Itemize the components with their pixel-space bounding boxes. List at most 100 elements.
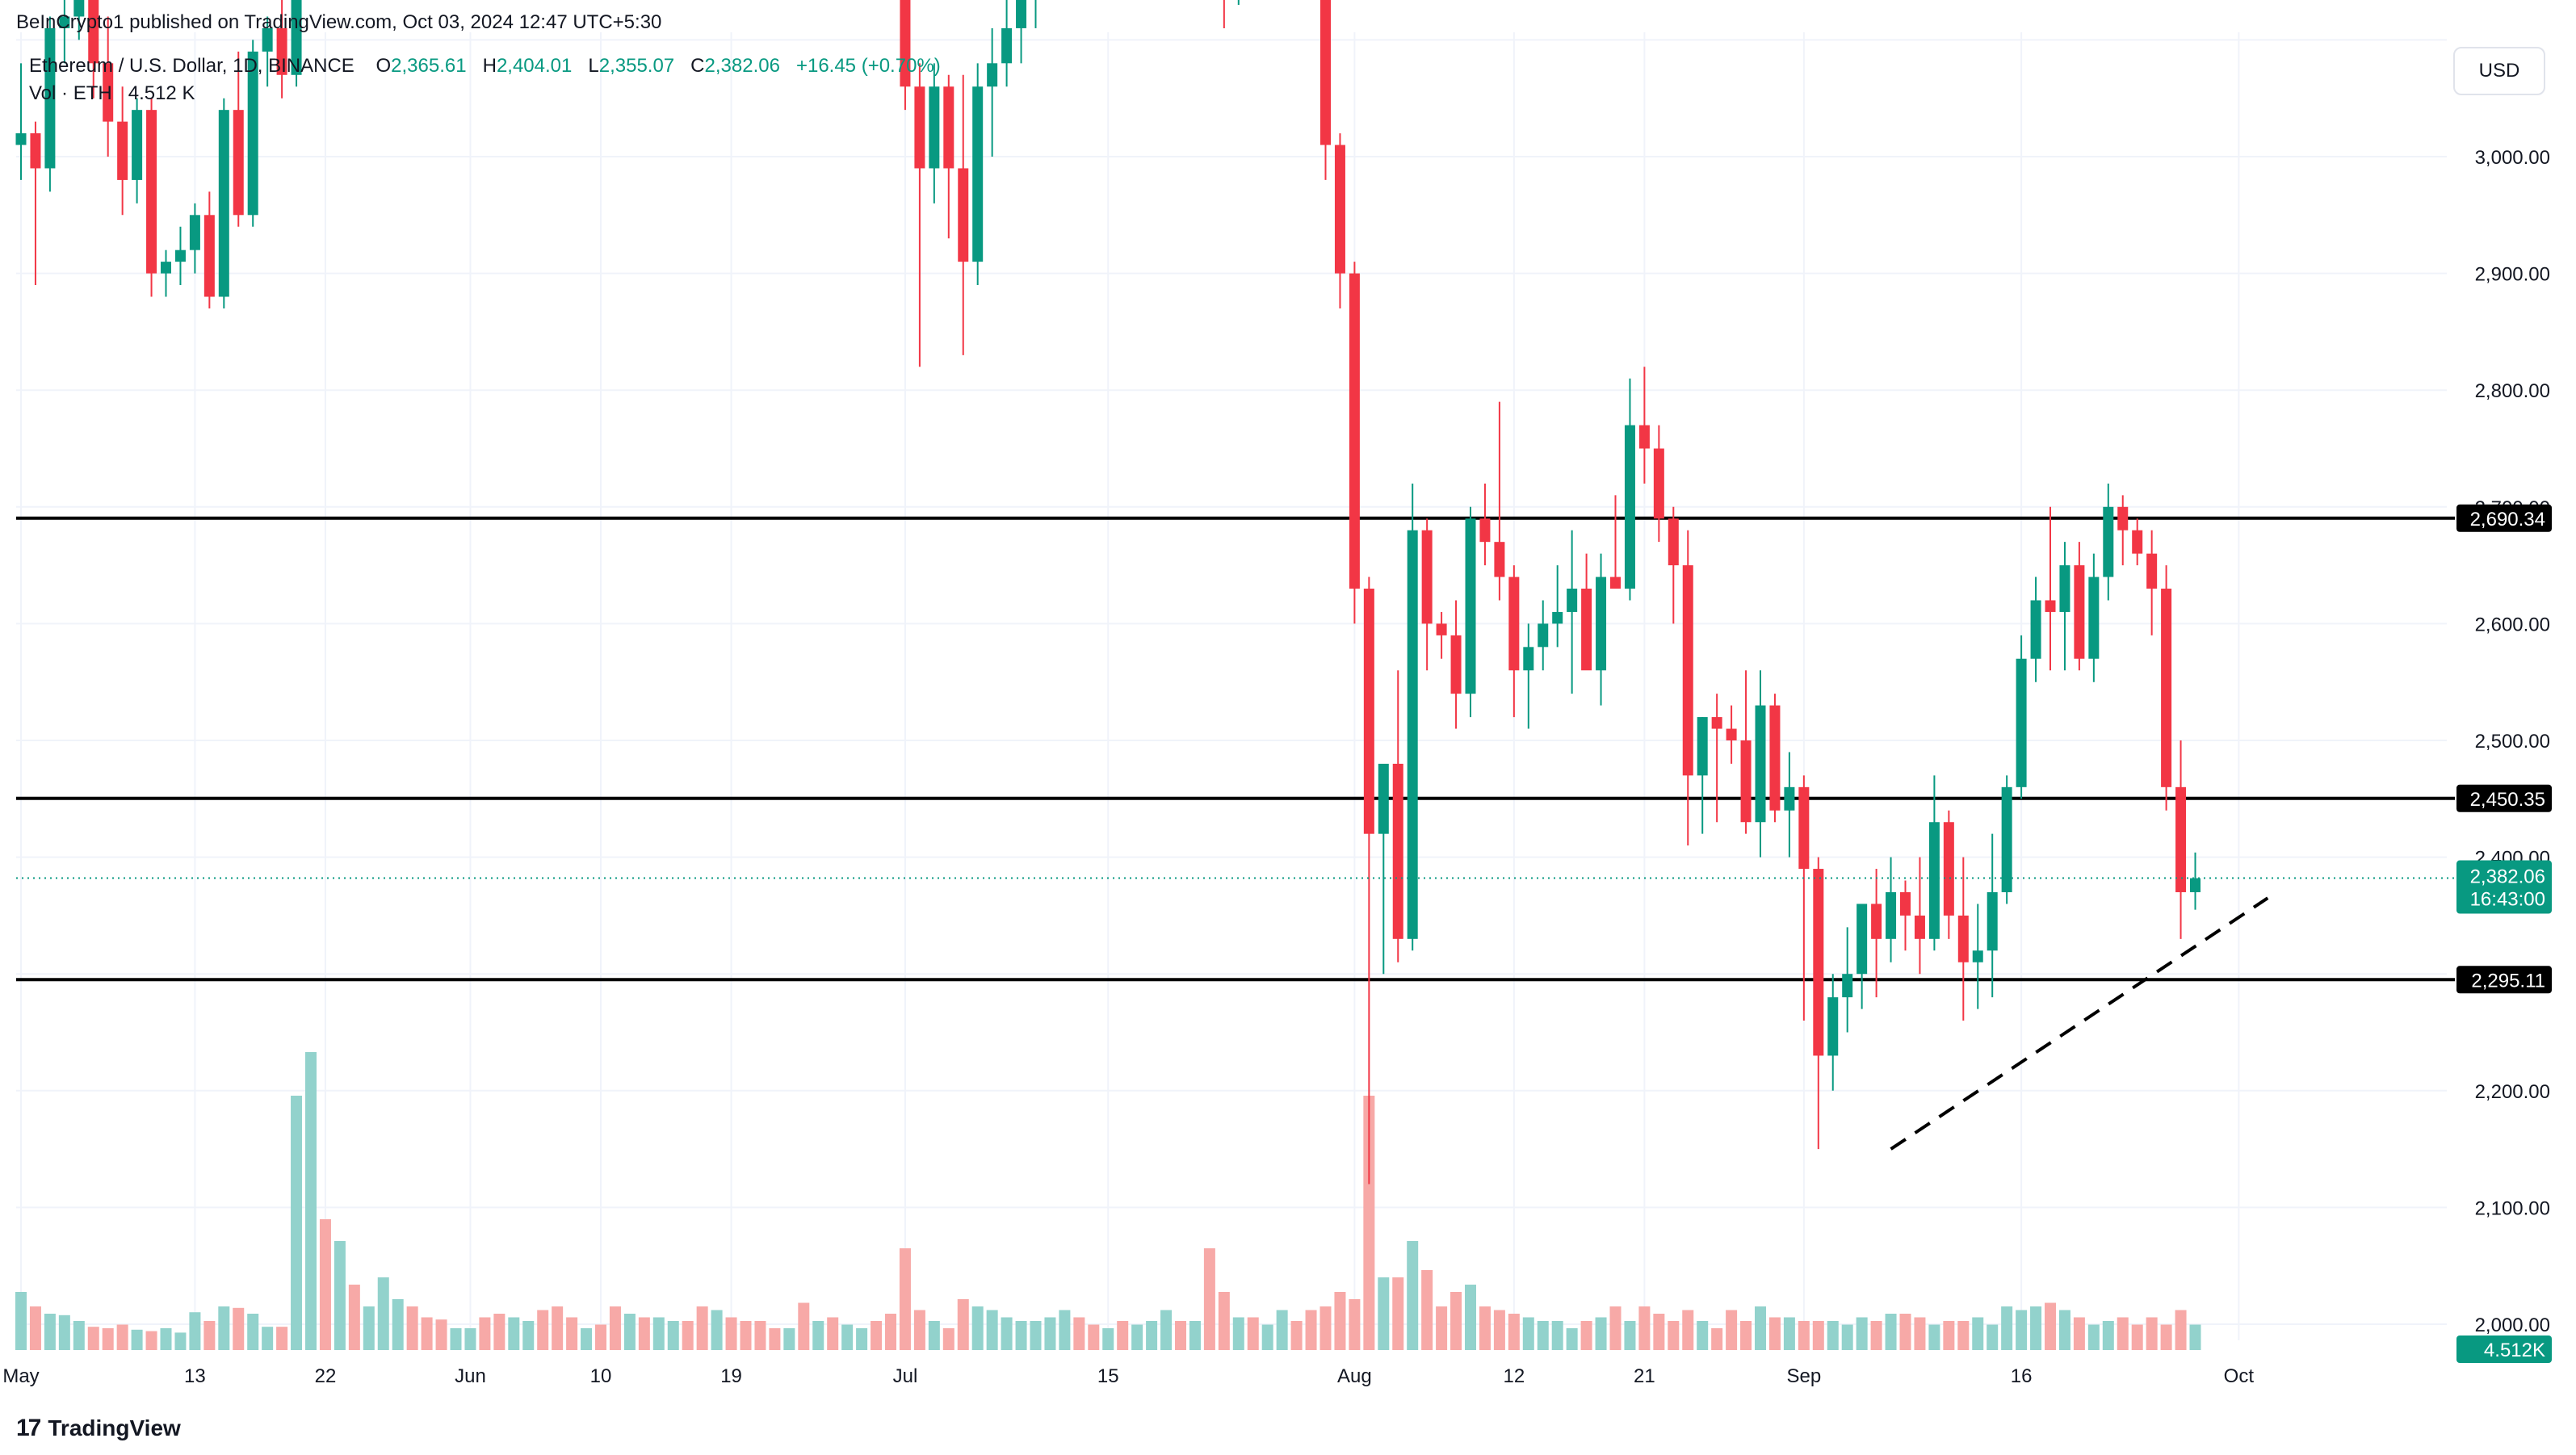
volume-bar	[1668, 1321, 1680, 1350]
volume-bar	[1783, 1317, 1795, 1350]
x-tick-label: 21	[1634, 1365, 1655, 1387]
volume-bar	[102, 1328, 114, 1350]
tradingview-brand[interactable]: 17 TradingView	[16, 1415, 181, 1442]
volume-bar	[1349, 1299, 1361, 1350]
candle-body	[1914, 915, 1925, 939]
volume-bar	[986, 1310, 998, 1350]
candle-body	[203, 215, 215, 297]
candle-body	[1624, 425, 1635, 589]
change-value: +16.45 (+0.70%)	[795, 55, 941, 77]
level-price-tag	[2456, 966, 2552, 994]
volume-bar	[479, 1317, 491, 1350]
volume-bar	[1407, 1241, 1419, 1350]
candle-body	[2103, 506, 2114, 577]
volume-bar	[1131, 1324, 1143, 1350]
volume-bar	[1682, 1310, 1694, 1350]
volume-bar	[1290, 1321, 1303, 1350]
candle-body	[174, 249, 186, 262]
volume-bar	[1812, 1321, 1824, 1350]
volume-bar	[537, 1310, 549, 1350]
volume-bar	[15, 1292, 27, 1350]
volume-bar	[928, 1321, 940, 1350]
low-label: L	[588, 55, 599, 77]
volume-bar	[1421, 1270, 1433, 1350]
volume-bar	[1987, 1324, 1999, 1350]
support-trendline	[1890, 896, 2269, 1151]
y-tick-label: 2,000.00	[2475, 1315, 2550, 1336]
candle-body	[1538, 623, 1549, 648]
publisher-line: BeInCrypto1 published on TradingView.com…	[16, 11, 662, 33]
volume-bar	[971, 1306, 984, 1350]
level-price-label: 2,690.34	[2470, 509, 2545, 530]
volume-bar	[623, 1314, 636, 1350]
volume-bar	[203, 1321, 216, 1350]
volume-bar	[769, 1328, 781, 1350]
x-tick-label: Aug	[1337, 1365, 1372, 1387]
candle-body	[1016, 0, 1027, 28]
volume-bar	[552, 1306, 564, 1350]
candle-body	[1784, 786, 1795, 811]
candle-body	[1813, 869, 1824, 1056]
x-tick-label: 16	[2011, 1365, 2033, 1387]
volume-bar	[1059, 1310, 1071, 1350]
volume-bar	[1566, 1328, 1578, 1350]
volume-bar	[1247, 1317, 1259, 1350]
volume-bar	[2189, 1324, 2201, 1350]
candle-body	[103, 63, 114, 122]
currency-button[interactable]: USD	[2453, 47, 2545, 95]
candle-body	[2059, 565, 2070, 612]
volume-value: 4.512 K	[128, 82, 195, 104]
volume-bar	[1798, 1321, 1810, 1350]
volume-bar	[363, 1306, 375, 1350]
candle-body	[1363, 589, 1374, 834]
volume-bar	[1436, 1306, 1448, 1350]
candle-body	[15, 133, 27, 145]
volume-bar	[667, 1321, 679, 1350]
candle-body	[1682, 565, 1693, 776]
x-tick-label: Oct	[2224, 1365, 2255, 1387]
volume-bar	[1740, 1321, 1752, 1350]
volume-bar	[1392, 1277, 1404, 1350]
tradingview-logo-icon: 17	[16, 1415, 41, 1441]
volume-bar	[247, 1314, 259, 1350]
volume-bar	[174, 1332, 187, 1350]
candle-body	[1755, 705, 1766, 823]
high-label: H	[482, 55, 497, 77]
x-tick-label: 10	[590, 1365, 612, 1387]
volume-bar	[1319, 1306, 1332, 1350]
price-axis[interactable]: 2,000.002,100.002,200.002,300.002,400.00…	[2475, 147, 2550, 1336]
volume-bar	[1899, 1314, 1911, 1350]
time-axis[interactable]: May 13 22 Jun 10 19 Jul 15 Aug 12 21 Sep 16 Oct	[2, 1365, 2254, 1387]
volume-bar	[73, 1321, 85, 1350]
candle-body	[1450, 635, 1462, 694]
volume-bar	[1957, 1321, 1970, 1350]
volume-bar	[116, 1324, 128, 1350]
candle-body	[1726, 728, 1737, 740]
price-axis-labels: 3,202.042,690.342,450.352,295.112,382.06…	[2456, 504, 2552, 1363]
candle-body	[1957, 915, 1969, 962]
volume-bar	[1088, 1324, 1100, 1350]
candle-body	[2161, 589, 2172, 787]
candle-body	[1320, 0, 1331, 145]
volume-bar	[1334, 1292, 1346, 1350]
volume-bar	[841, 1324, 854, 1350]
volume-bar	[305, 1052, 317, 1350]
volume-bar	[1885, 1314, 1897, 1350]
candle-body	[2146, 553, 2158, 589]
volume-bar	[1914, 1317, 1926, 1350]
volume-bar	[1276, 1310, 1288, 1350]
volume-bar	[1378, 1277, 1390, 1350]
volume-bar	[1522, 1317, 1534, 1350]
volume-bar	[58, 1315, 70, 1350]
candle-body	[1436, 623, 1447, 635]
candle-body	[943, 86, 954, 169]
chart-grid	[16, 32, 2447, 1340]
candle-body	[44, 27, 56, 169]
volume-bar	[1363, 1096, 1375, 1350]
candle-body	[1479, 518, 1491, 543]
candle-body	[929, 86, 940, 169]
level-price-tag	[2456, 784, 2552, 812]
candle-body	[161, 262, 171, 274]
volume-bar	[754, 1321, 766, 1350]
